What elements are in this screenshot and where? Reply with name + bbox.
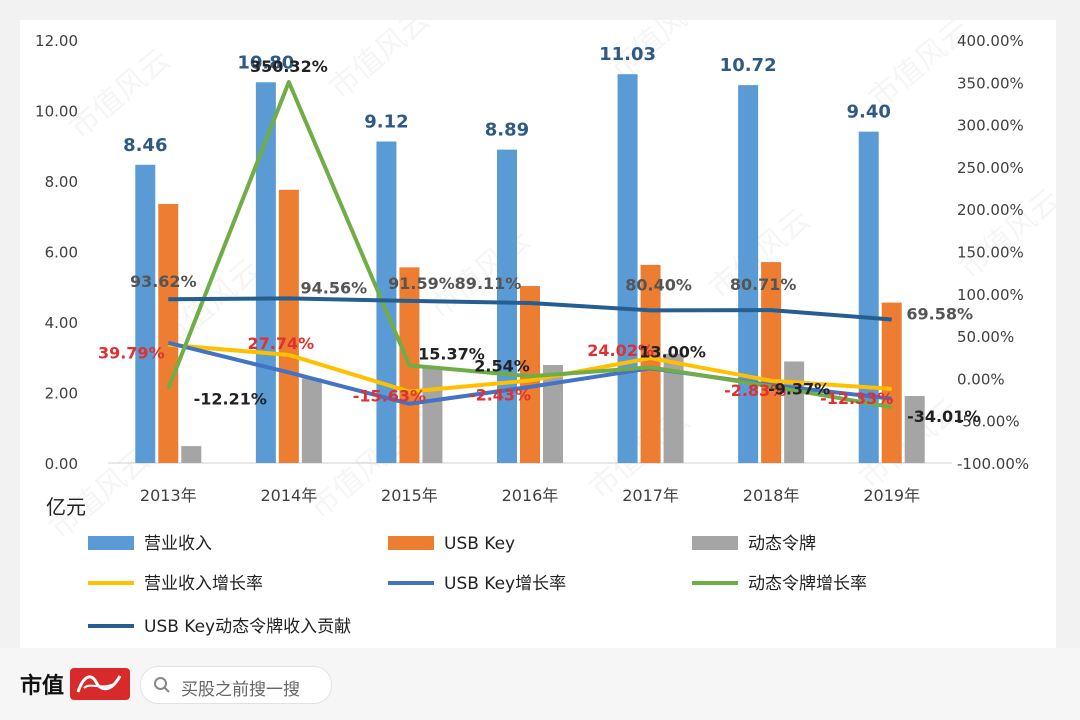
x-tick-label: 2015年 bbox=[381, 486, 438, 505]
bar-data-label: 8.46 bbox=[123, 135, 167, 156]
chart-card: 市值风云 市值风云 市值风云 市值风云 市值风云 市值风云 市值风云 市值风云 市值风云 市值风云… bbox=[20, 20, 1056, 648]
bar-data-label: 8.89 bbox=[485, 120, 529, 141]
line-data-label: 39.79% bbox=[98, 344, 165, 363]
y-left-tick-label: 8.00 bbox=[45, 173, 78, 191]
y-left-tick-label: 12.00 bbox=[35, 32, 78, 50]
line-data-label: -12.33% bbox=[820, 389, 893, 408]
y-right-tick-label: 250.00% bbox=[957, 159, 1024, 177]
line-data-label: 94.56% bbox=[301, 278, 368, 297]
legend-label: USB Key动态令牌收入贡献 bbox=[144, 617, 351, 637]
bar-data-label: 9.40 bbox=[847, 102, 891, 123]
line-data-label: -2.43% bbox=[469, 385, 531, 404]
series-line bbox=[168, 342, 892, 394]
bar bbox=[158, 203, 179, 463]
fengyun-logo-icon bbox=[70, 668, 130, 700]
legend-label: 动态令牌 bbox=[748, 534, 816, 554]
x-tick-label: 2017年 bbox=[622, 486, 679, 505]
line-data-label: 80.71% bbox=[730, 275, 797, 294]
axes-layer: 0.00 2.00 4.00 6.00 8.00 10.00 12.00 -100.00% -5… bbox=[35, 32, 1029, 519]
y-right-tick-label: 300.00% bbox=[957, 117, 1024, 135]
line-data-label: -12.21% bbox=[194, 390, 267, 409]
watermark-text: 市值风云 bbox=[63, 42, 177, 146]
y-left-unit-label: 亿元 bbox=[46, 495, 86, 519]
line-data-label: 350.32% bbox=[250, 57, 328, 76]
line-data-label: -34.01% bbox=[907, 407, 980, 426]
labels-layer: 8.46 10.80 9.12 8.89 11.03 10.72 9.40 39.79% 27.… bbox=[98, 44, 980, 426]
legend-label: USB Key增长率 bbox=[444, 574, 566, 594]
y-right-tick-label: 0.00% bbox=[957, 370, 1005, 388]
line-data-label: 2.54% bbox=[474, 356, 530, 375]
bar bbox=[135, 164, 156, 463]
series-line bbox=[168, 296, 892, 322]
line-data-label: 93.62% bbox=[130, 272, 197, 291]
y-left-tick-label: 10.00 bbox=[35, 103, 78, 121]
y-right-tick-label: -100.00% bbox=[957, 455, 1029, 473]
bar bbox=[640, 264, 661, 463]
bar-data-label: 10.72 bbox=[720, 55, 777, 76]
line-data-label: -15.63% bbox=[353, 387, 426, 406]
x-tick-label: 2016年 bbox=[502, 486, 559, 505]
legend-swatch bbox=[388, 536, 434, 550]
bar bbox=[543, 365, 563, 463]
bar-data-label: 11.03 bbox=[599, 44, 656, 65]
bars-layer bbox=[135, 74, 925, 464]
bar bbox=[181, 446, 202, 463]
bar bbox=[422, 367, 443, 463]
line-data-label: 15.37% bbox=[418, 344, 485, 363]
bar bbox=[497, 149, 517, 463]
bar bbox=[904, 396, 925, 463]
y-left-tick-label: 0.00 bbox=[45, 455, 78, 473]
bar bbox=[301, 378, 322, 463]
y-right-tick-label: 50.00% bbox=[957, 328, 1014, 346]
y-left-tick-label: 2.00 bbox=[45, 385, 78, 403]
line-data-label: 69.58% bbox=[906, 305, 973, 324]
search-box[interactable]: 买股之前搜一搜 bbox=[140, 666, 332, 704]
legend-label: 营业收入增长率 bbox=[144, 574, 263, 594]
y-right-tick-label: 350.00% bbox=[957, 74, 1024, 92]
legend-label: 营业收入 bbox=[144, 534, 212, 554]
bar bbox=[858, 131, 879, 463]
bar bbox=[881, 302, 902, 463]
search-placeholder: 买股之前搜一搜 bbox=[181, 680, 300, 700]
line-data-label: 80.40% bbox=[625, 275, 692, 294]
bar bbox=[784, 361, 805, 463]
x-tick-label: 2019年 bbox=[863, 486, 920, 505]
line-data-label: 24.02% bbox=[587, 341, 654, 360]
bar-data-label: 10.80 bbox=[237, 52, 294, 73]
search-icon[interactable] bbox=[153, 676, 171, 694]
brand-name: 市值 bbox=[20, 673, 65, 699]
line-data-label: 91.59% bbox=[388, 274, 455, 293]
y-right-tick-label: 200.00% bbox=[957, 201, 1024, 219]
line-data-label: 13.00% bbox=[639, 342, 706, 361]
legend-swatch bbox=[88, 536, 134, 550]
line-data-label: -2.83% bbox=[724, 381, 786, 400]
legend-label: 动态令牌增长率 bbox=[748, 574, 867, 594]
lines-layer bbox=[166, 80, 893, 410]
y-left-tick-label: 6.00 bbox=[45, 244, 78, 262]
y-right-tick-label: 150.00% bbox=[957, 244, 1024, 262]
bar bbox=[738, 85, 759, 464]
y-right-tick-label: 100.00% bbox=[957, 286, 1024, 304]
bar bbox=[663, 353, 684, 463]
watermark-text: 市值风云 bbox=[323, 20, 437, 106]
x-tick-label: 2013年 bbox=[140, 486, 197, 505]
y-right-tick-label: -50.00% bbox=[957, 413, 1020, 431]
footer-bar: 市值 买股之前搜一搜 bbox=[0, 648, 1080, 720]
y-right-tick-label: 400.00% bbox=[957, 32, 1024, 50]
legend-swatch bbox=[692, 536, 738, 550]
bar bbox=[617, 74, 638, 463]
watermark-text: 市值风云 bbox=[953, 182, 1056, 286]
line-data-label: 27.74% bbox=[248, 334, 315, 353]
bar bbox=[278, 189, 299, 463]
x-tick-label: 2018年 bbox=[743, 486, 800, 505]
y-left-tick-label: 4.00 bbox=[45, 314, 78, 332]
bar-data-label: 9.12 bbox=[364, 112, 408, 133]
x-tick-label: 2014年 bbox=[260, 486, 317, 505]
line-data-label: 89.11% bbox=[455, 274, 522, 293]
legend-label: USB Key bbox=[444, 534, 515, 554]
line-data-label: -9.37% bbox=[768, 379, 830, 398]
series-line bbox=[166, 80, 893, 410]
